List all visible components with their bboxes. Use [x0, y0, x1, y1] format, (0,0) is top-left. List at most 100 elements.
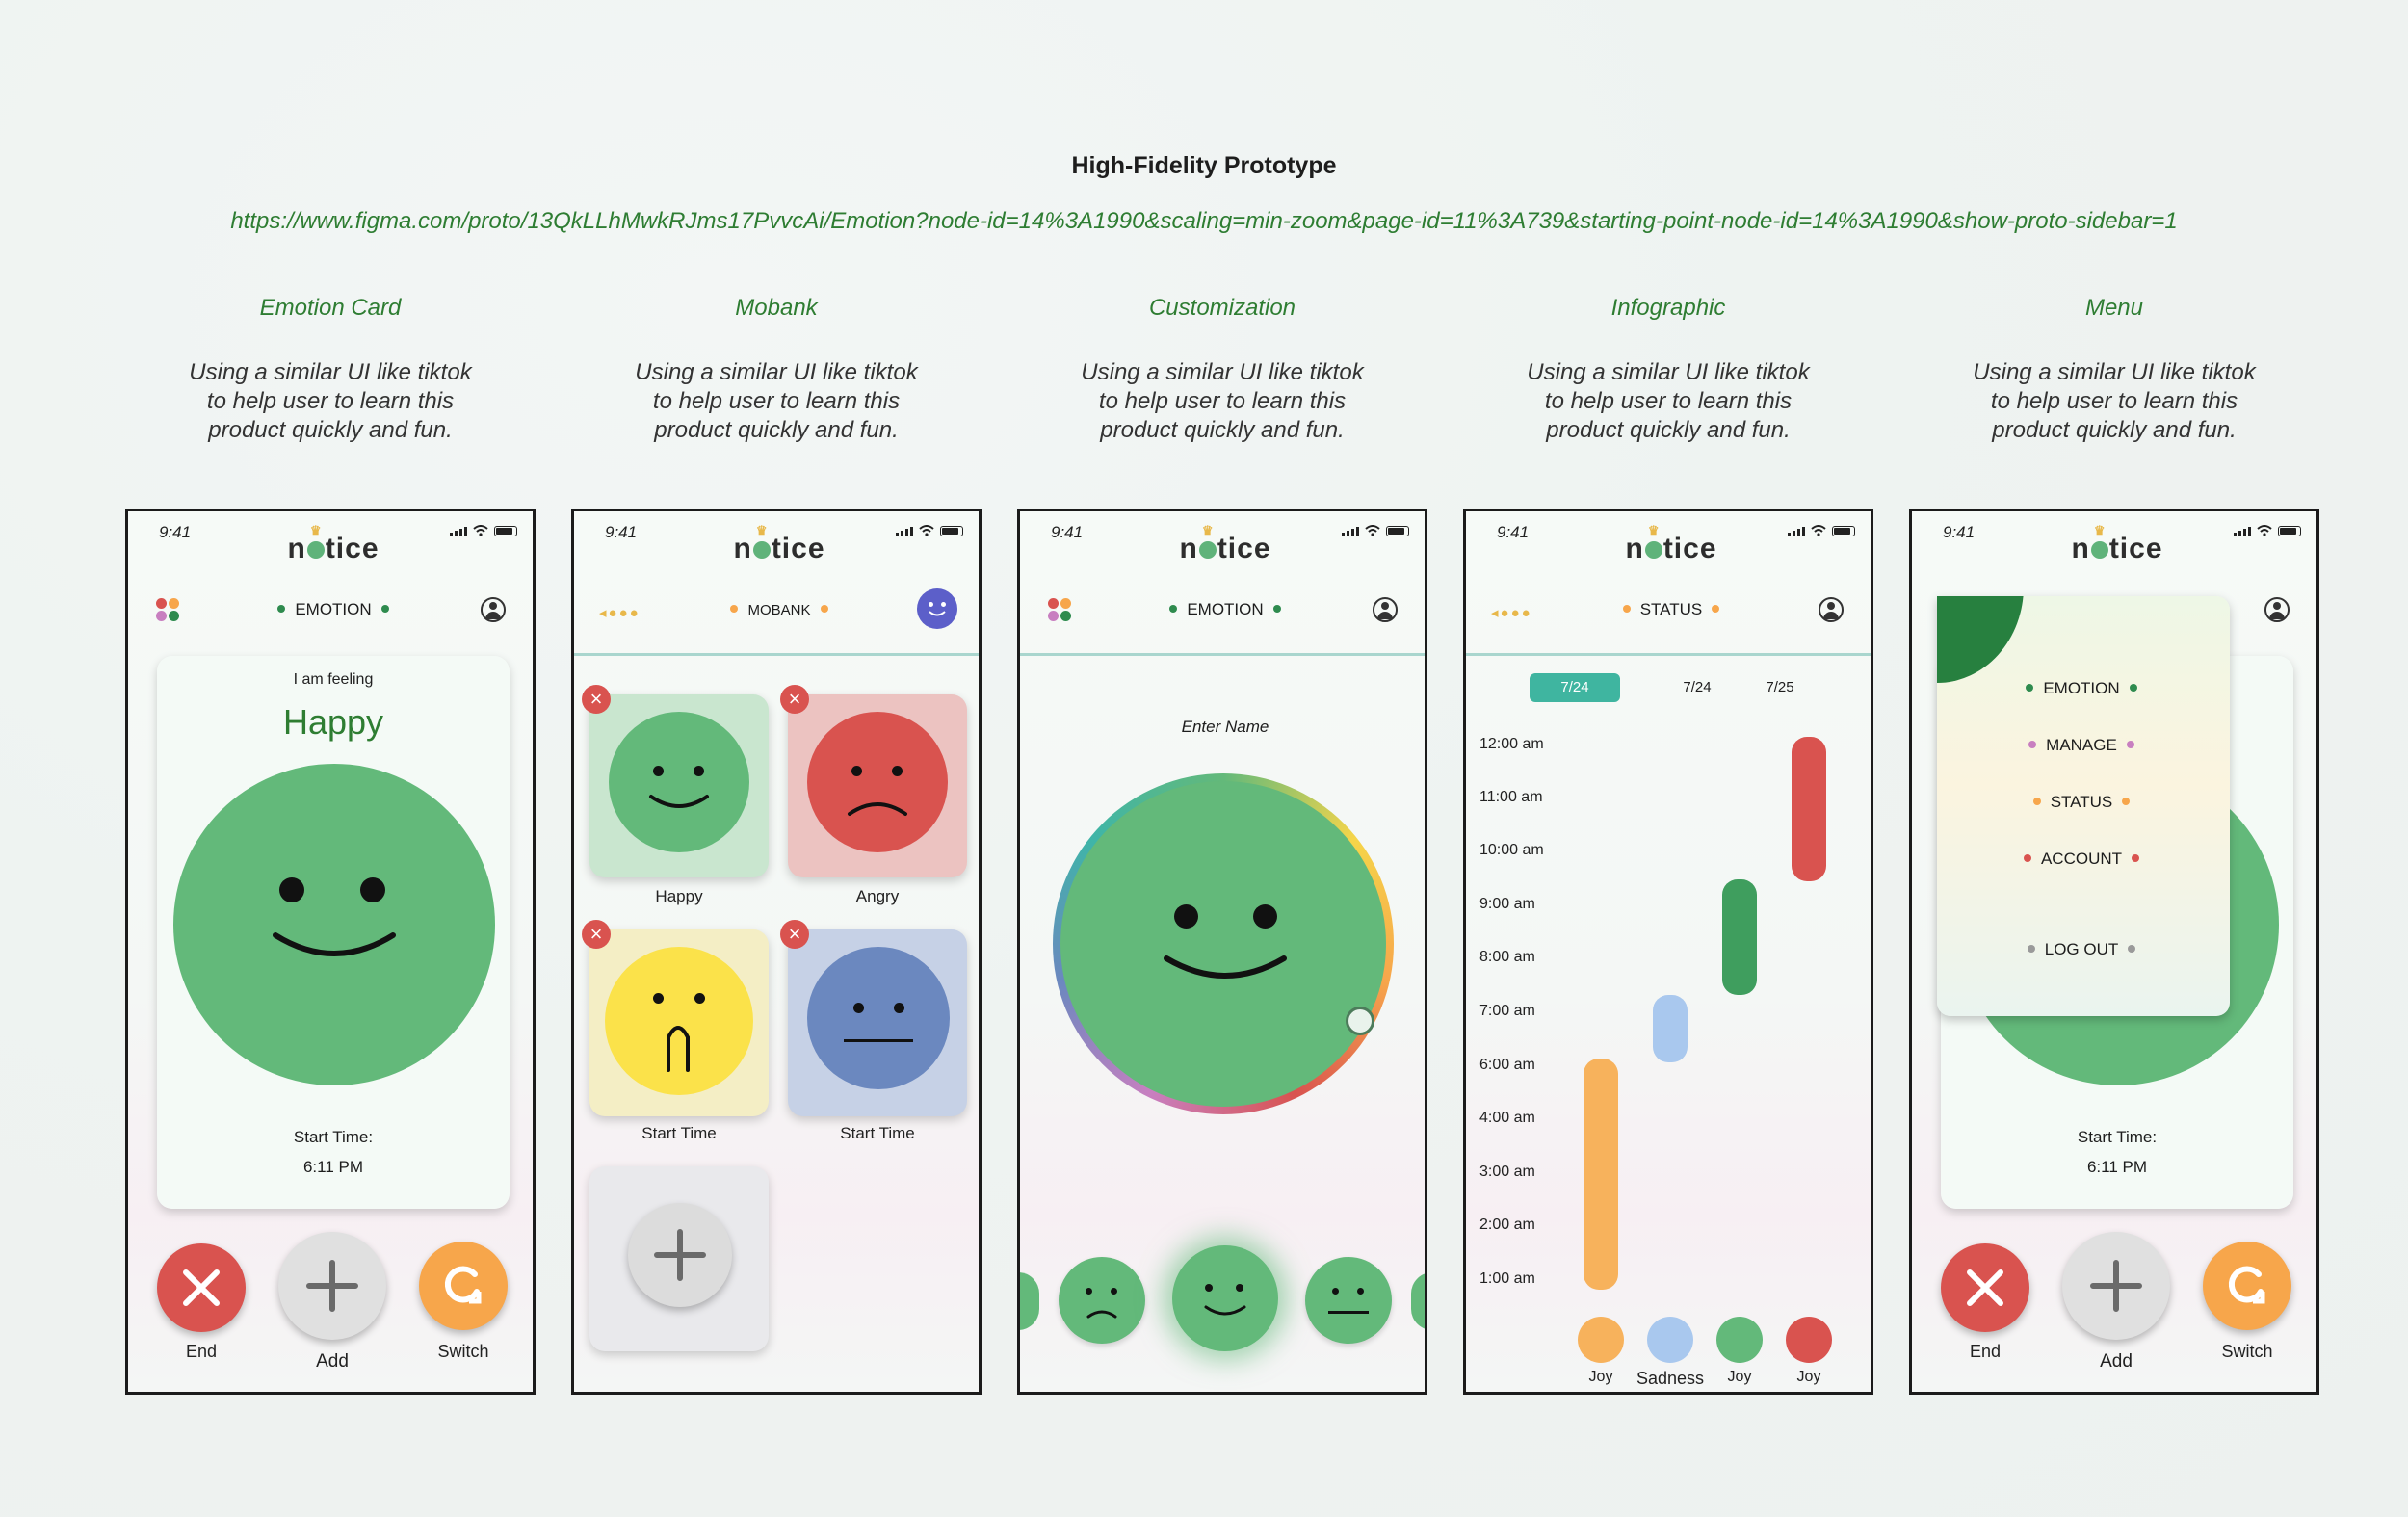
- timeline-bar-joy[interactable]: [1584, 1059, 1618, 1290]
- close-icon: [1967, 1269, 2003, 1306]
- status-icons: [896, 525, 963, 536]
- enter-name-field[interactable]: Enter Name: [1181, 718, 1269, 736]
- signal-icon: [450, 527, 467, 536]
- color-picker-handle[interactable]: [1346, 1007, 1374, 1035]
- timeline-bar-joy[interactable]: [1792, 737, 1826, 881]
- menu-item-account[interactable]: ACCOUNT: [1937, 850, 2226, 869]
- nav-title: EMOTION: [1020, 600, 1425, 619]
- end-button[interactable]: [1941, 1243, 2029, 1332]
- card-label: Happy: [655, 887, 703, 905]
- switch-button[interactable]: [2203, 1242, 2291, 1330]
- mood-card-surprised[interactable]: [589, 929, 769, 1116]
- timeline-bar-sadness[interactable]: [1653, 995, 1688, 1062]
- carousel-neutral-face[interactable]: [1305, 1257, 1392, 1344]
- time-axis-label: 3:00 am: [1479, 1164, 1535, 1180]
- date-tab[interactable]: 7/24: [1683, 679, 1712, 695]
- mood-card-happy[interactable]: [589, 694, 769, 877]
- wifi-icon: [473, 525, 488, 536]
- carousel-sad-face[interactable]: [1059, 1257, 1145, 1344]
- app-logo: ntice: [128, 523, 533, 565]
- column-desc-line: Using a similar UI like tiktok: [189, 359, 472, 385]
- battery-icon: [1832, 526, 1855, 536]
- page-title: High-Fidelity Prototype: [1071, 152, 1337, 179]
- remove-card-button[interactable]: ×: [780, 685, 809, 714]
- switch-button[interactable]: [419, 1242, 508, 1330]
- status-time: 9:41: [159, 523, 192, 541]
- back-arrow-icon[interactable]: ◂●●●: [599, 605, 641, 621]
- column-desc-line: Using a similar UI like tiktok: [1973, 359, 2256, 385]
- column-desc-line: to help user to learn this: [652, 388, 901, 414]
- menu-corner-accent: [1937, 596, 2024, 683]
- app-logo: ntice: [1466, 523, 1871, 565]
- time-axis-label: 12:00 am: [1479, 736, 1544, 752]
- remove-card-button[interactable]: ×: [780, 920, 809, 949]
- prototype-link[interactable]: https://www.figma.com/proto/13QkLLhMwkRJ…: [230, 208, 2178, 234]
- date-tab[interactable]: 7/25: [1766, 679, 1794, 695]
- logo-crown-icon: [752, 523, 771, 559]
- add-button[interactable]: [2062, 1232, 2170, 1340]
- app-logo: ntice: [1912, 523, 2316, 565]
- apps-icon[interactable]: [156, 598, 183, 625]
- column-desc-line: product quickly and fun.: [1992, 417, 2237, 443]
- carousel-happy-face-selected[interactable]: [1172, 1245, 1278, 1351]
- carousel-face-partial[interactable]: [1411, 1272, 1425, 1330]
- column-desc-line: to help user to learn this: [1098, 388, 1347, 414]
- wifi-icon: [919, 525, 934, 536]
- wifi-icon: [1811, 525, 1826, 536]
- remove-card-button[interactable]: ×: [582, 685, 611, 714]
- mood-card-angry[interactable]: [788, 694, 967, 877]
- sad-face-icon: [807, 712, 948, 852]
- end-button[interactable]: [157, 1243, 246, 1332]
- column-title: Menu: [2084, 295, 2144, 321]
- close-icon: [183, 1269, 220, 1306]
- timeline-bar-joy[interactable]: [1722, 879, 1757, 995]
- column-desc-line: product quickly and fun.: [654, 417, 899, 443]
- status-icons: [2234, 525, 2301, 536]
- profile-icon[interactable]: [1373, 597, 1398, 622]
- start-time-value: 6:11 PM: [302, 1158, 364, 1176]
- status-icons: [1342, 525, 1409, 536]
- profile-icon[interactable]: [1819, 597, 1844, 622]
- time-axis-label: 10:00 am: [1479, 842, 1544, 858]
- phone-menu: 9:41 ntice Start Time: 6:11 PM EMOTION M…: [1909, 509, 2319, 1395]
- menu-item-manage[interactable]: MANAGE: [1937, 736, 2226, 755]
- add-button[interactable]: [628, 1203, 732, 1307]
- column-header-infographic: Infographic Using a similar UI like tikt…: [1466, 295, 1871, 445]
- start-time-label: Start Time:: [293, 1128, 374, 1146]
- signal-icon: [1788, 527, 1805, 536]
- add-label: Add: [316, 1351, 349, 1372]
- side-menu-panel: EMOTION MANAGE STATUS ACCOUNT LOG OUT: [1937, 596, 2230, 1016]
- column-header-emotion-card: Emotion Card Using a similar UI like tik…: [128, 295, 533, 445]
- apps-icon[interactable]: [1048, 598, 1075, 625]
- column-desc-line: to help user to learn this: [206, 388, 455, 414]
- column-desc-line: Using a similar UI like tiktok: [1527, 359, 1810, 385]
- end-label: End: [185, 1342, 218, 1361]
- remove-card-button[interactable]: ×: [582, 920, 611, 949]
- logo-crown-icon: [306, 523, 325, 559]
- date-tab-selected[interactable]: 7/24: [1530, 673, 1620, 702]
- menu-item-status[interactable]: STATUS: [1937, 793, 2226, 812]
- profile-icon[interactable]: [2264, 597, 2290, 622]
- wifi-icon: [1365, 525, 1380, 536]
- mood-card-neutral[interactable]: [788, 929, 967, 1116]
- menu-item-emotion[interactable]: EMOTION: [1937, 679, 2226, 698]
- column-title: Mobank: [735, 295, 818, 321]
- back-arrow-icon[interactable]: ◂●●●: [1491, 605, 1532, 621]
- profile-icon[interactable]: [481, 597, 506, 622]
- logo-crown-icon: [1198, 523, 1217, 559]
- card-label: Start Time: [641, 1124, 717, 1142]
- nav-title: MOBANK: [574, 600, 979, 619]
- add-button[interactable]: [278, 1232, 386, 1340]
- feeling-label: I am feeling: [293, 671, 374, 688]
- end-label: End: [1969, 1342, 2002, 1361]
- happy-face-icon: [1060, 781, 1386, 1107]
- carousel-face-partial[interactable]: [1020, 1272, 1039, 1330]
- switch-label: Switch: [2221, 1342, 2273, 1361]
- legend-label: Joy: [1588, 1369, 1613, 1385]
- menu-item-logout[interactable]: LOG OUT: [1937, 940, 2226, 959]
- emotion-card[interactable]: I am feeling Happy Start Time: 6:11 PM: [157, 656, 510, 1209]
- add-mood-card[interactable]: [589, 1166, 769, 1351]
- battery-icon: [2278, 526, 2301, 536]
- profile-face-icon[interactable]: [917, 588, 957, 629]
- refresh-icon: [2228, 1266, 2265, 1304]
